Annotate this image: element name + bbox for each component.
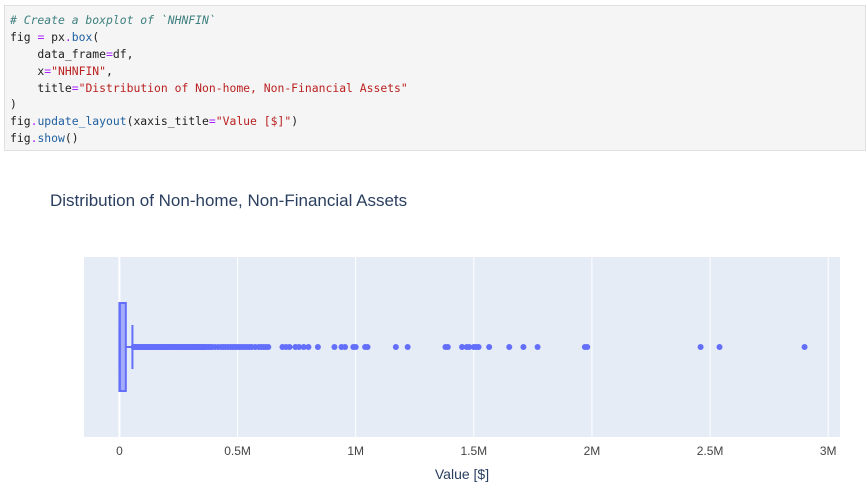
code-token: fig <box>10 131 31 146</box>
chart-title: Distribution of Non-home, Non-Financial … <box>50 191 407 210</box>
code-line[interactable]: x="NHNFIN", <box>10 63 408 80</box>
outlier-point[interactable] <box>314 344 321 350</box>
code-line[interactable]: fig = px.box( <box>10 29 408 46</box>
code-token: df, <box>112 46 134 61</box>
outlier-point[interactable] <box>697 344 704 350</box>
outlier-point[interactable] <box>404 344 411 350</box>
code-token: fig <box>10 29 38 44</box>
code-token: box <box>71 29 93 44</box>
outlier-point[interactable] <box>392 344 399 350</box>
code-cell[interactable]: # Create a boxplot of `NHNFIN` fig = px.b… <box>4 5 866 151</box>
x-tick-label: 2M <box>584 444 601 458</box>
outlier-point[interactable] <box>286 344 293 350</box>
outlier-point[interactable] <box>506 344 513 350</box>
code-token: "Value [$]" <box>215 114 292 129</box>
outlier-point[interactable] <box>352 344 359 350</box>
outlier-point[interactable] <box>342 344 349 350</box>
outlier-point[interactable] <box>475 344 482 350</box>
x-axis-title: Value [$] <box>435 466 489 482</box>
outlier-point[interactable] <box>534 344 541 350</box>
outlier-point[interactable] <box>265 344 272 350</box>
box-trace[interactable] <box>118 302 134 392</box>
x-tick-label: 3M <box>820 444 837 458</box>
outlier-point[interactable] <box>520 344 527 350</box>
x-tick-label: 1M <box>347 444 364 458</box>
x-axis-ticks: 0 0.5M 1M 1.5M 2M 2.5M 3M <box>116 444 836 458</box>
outlier-point[interactable] <box>459 344 465 350</box>
code-token: = <box>106 46 113 61</box>
code-line[interactable]: fig.update_layout(xaxis_title="Value [$]… <box>10 113 408 130</box>
code-editor[interactable]: # Create a boxplot of `NHNFIN` fig = px.b… <box>10 12 408 147</box>
outlier-point[interactable] <box>486 344 493 350</box>
outlier-point[interactable] <box>716 344 723 350</box>
code-token: update_layout <box>37 114 127 129</box>
code-token: "Distribution of Non-home, Non-Financial… <box>78 80 408 95</box>
code-token: , <box>106 63 113 78</box>
outlier-point[interactable] <box>300 344 307 350</box>
x-tick-label: 1.5M <box>460 444 487 458</box>
code-token: x <box>10 63 45 78</box>
code-line[interactable]: data_frame=df, <box>10 46 408 63</box>
code-token: "NHNFIN" <box>51 63 107 78</box>
code-token: ) <box>10 97 17 112</box>
outlier-point[interactable] <box>801 344 808 350</box>
outlier-point[interactable] <box>364 344 371 350</box>
code-token: = <box>71 80 79 95</box>
outlier-points[interactable] <box>130 344 808 350</box>
code-token: show <box>37 131 65 146</box>
code-line[interactable]: fig.show() <box>10 130 408 147</box>
x-tick-label: 0.5M <box>224 444 251 458</box>
boxplot-chart[interactable]: Distribution of Non-home, Non-Financial … <box>0 160 867 490</box>
code-token: ) <box>291 114 299 129</box>
code-token: () <box>64 131 79 146</box>
outlier-point[interactable] <box>444 344 451 350</box>
code-line[interactable]: ) <box>10 96 408 113</box>
code-token: . <box>30 131 38 146</box>
x-tick-label: 0 <box>116 444 123 458</box>
x-tick-label: 2.5M <box>697 444 724 458</box>
code-token: = <box>44 63 52 78</box>
code-token: ( <box>92 29 100 44</box>
outlier-point[interactable] <box>305 344 312 350</box>
code-token: = <box>37 29 45 44</box>
code-token: px <box>44 29 65 44</box>
gridlines <box>118 257 829 437</box>
outlier-point[interactable] <box>295 344 302 350</box>
code-token: title <box>10 80 72 95</box>
outlier-point[interactable] <box>331 344 338 350</box>
code-token: fig <box>10 114 31 129</box>
code-token: data_frame <box>10 46 107 61</box>
plotly-figure[interactable]: Distribution of Non-home, Non-Financial … <box>0 160 867 490</box>
code-line[interactable]: # Create a boxplot of `NHNFIN` <box>10 12 408 29</box>
code-token: . <box>64 29 72 44</box>
outlier-point[interactable] <box>466 344 473 350</box>
code-token: # Create a boxplot of `NHNFIN` <box>10 13 216 27</box>
code-token: = <box>208 114 216 129</box>
code-line[interactable]: title="Distribution of Non-home, Non-Fin… <box>10 80 408 97</box>
code-token: (xaxis_title <box>126 114 209 129</box>
code-token: . <box>30 114 38 129</box>
outlier-point[interactable] <box>584 344 591 350</box>
